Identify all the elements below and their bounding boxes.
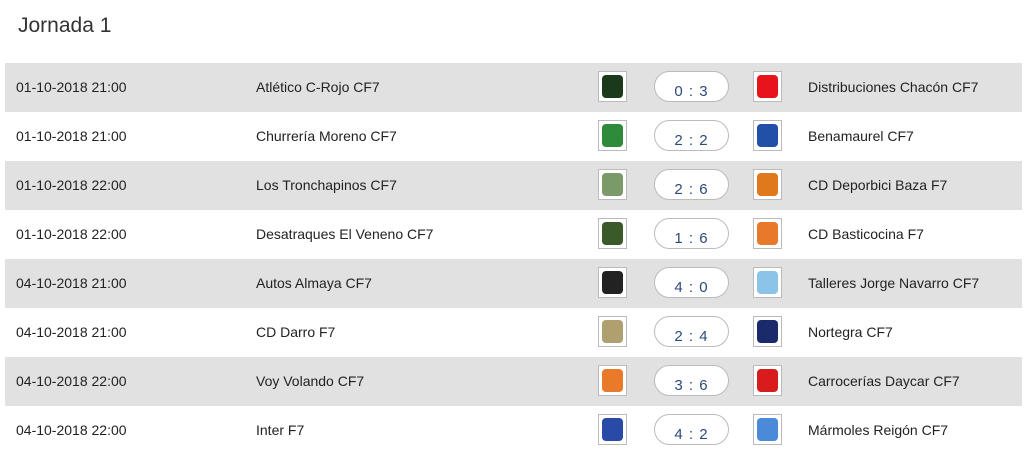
away-team-logo-icon[interactable] [753, 120, 782, 151]
match-date: 04-10-2018 21:00 [16, 324, 127, 340]
match-row[interactable]: 01-10-2018 22:00 Desatraques El Veneno C… [5, 210, 1022, 259]
page-title: Jornada 1 [18, 14, 112, 37]
home-team[interactable]: CD Darro F7 [256, 324, 336, 340]
match-date: 01-10-2018 22:00 [16, 177, 127, 193]
match-list: 01-10-2018 21:00 Atlético C-Rojo CF7 0 :… [5, 63, 1022, 455]
away-team-logo-icon[interactable] [753, 169, 782, 200]
away-team-logo-icon[interactable] [753, 71, 782, 102]
away-team-logo-icon[interactable] [753, 365, 782, 396]
home-team[interactable]: Autos Almaya CF7 [256, 275, 372, 291]
match-row[interactable]: 01-10-2018 21:00 Atlético C-Rojo CF7 0 :… [5, 63, 1022, 112]
away-team-logo-icon[interactable] [753, 267, 782, 298]
match-score[interactable]: 2 : 6 [654, 169, 729, 200]
match-score[interactable]: 1 : 6 [654, 218, 729, 249]
match-row[interactable]: 01-10-2018 21:00 Churrería Moreno CF7 2 … [5, 112, 1022, 161]
home-team[interactable]: Inter F7 [256, 422, 305, 438]
away-team-logo-icon[interactable] [753, 414, 782, 445]
away-team[interactable]: Carrocerías Daycar CF7 [808, 373, 960, 389]
home-team-logo-icon[interactable] [598, 414, 627, 445]
home-team-logo-icon[interactable] [598, 267, 627, 298]
away-team-logo-icon[interactable] [753, 218, 782, 249]
away-team[interactable]: CD Basticocina F7 [808, 226, 924, 242]
away-team[interactable]: Nortegra CF7 [808, 324, 893, 340]
away-team[interactable]: Talleres Jorge Navarro CF7 [808, 275, 980, 291]
away-team[interactable]: CD Deporbici Baza F7 [808, 177, 948, 193]
match-row[interactable]: 04-10-2018 21:00 CD Darro F7 2 : 4 Norte… [5, 308, 1022, 357]
away-team[interactable]: Distribuciones Chacón CF7 [808, 79, 979, 95]
match-score[interactable]: 4 : 2 [654, 414, 729, 445]
home-team[interactable]: Voy Volando CF7 [256, 373, 365, 389]
match-score[interactable]: 0 : 3 [654, 71, 729, 102]
match-date: 04-10-2018 22:00 [16, 422, 127, 438]
away-team[interactable]: Benamaurel CF7 [808, 128, 914, 144]
match-date: 04-10-2018 22:00 [16, 373, 127, 389]
match-score[interactable]: 3 : 6 [654, 365, 729, 396]
home-team-logo-icon[interactable] [598, 316, 627, 347]
match-row[interactable]: 01-10-2018 22:00 Los Tronchapinos CF7 2 … [5, 161, 1022, 210]
away-team[interactable]: Mármoles Reigón CF7 [808, 422, 949, 438]
home-team[interactable]: Desatraques El Veneno CF7 [256, 226, 434, 242]
match-date: 04-10-2018 21:00 [16, 275, 127, 291]
home-team[interactable]: Los Tronchapinos CF7 [256, 177, 397, 193]
match-score[interactable]: 2 : 4 [654, 316, 729, 347]
home-team-logo-icon[interactable] [598, 71, 627, 102]
match-row[interactable]: 04-10-2018 21:00 Autos Almaya CF7 4 : 0 … [5, 259, 1022, 308]
match-row[interactable]: 04-10-2018 22:00 Inter F7 4 : 2 Mármoles… [5, 406, 1022, 455]
match-date: 01-10-2018 21:00 [16, 128, 127, 144]
match-date: 01-10-2018 21:00 [16, 79, 127, 95]
home-team[interactable]: Churrería Moreno CF7 [256, 128, 397, 144]
match-score[interactable]: 2 : 2 [654, 120, 729, 151]
home-team-logo-icon[interactable] [598, 365, 627, 396]
match-row[interactable]: 04-10-2018 22:00 Voy Volando CF7 3 : 6 C… [5, 357, 1022, 406]
match-date: 01-10-2018 22:00 [16, 226, 127, 242]
match-score[interactable]: 4 : 0 [654, 267, 729, 298]
home-team-logo-icon[interactable] [598, 120, 627, 151]
home-team[interactable]: Atlético C-Rojo CF7 [256, 79, 380, 95]
away-team-logo-icon[interactable] [753, 316, 782, 347]
home-team-logo-icon[interactable] [598, 169, 627, 200]
home-team-logo-icon[interactable] [598, 218, 627, 249]
